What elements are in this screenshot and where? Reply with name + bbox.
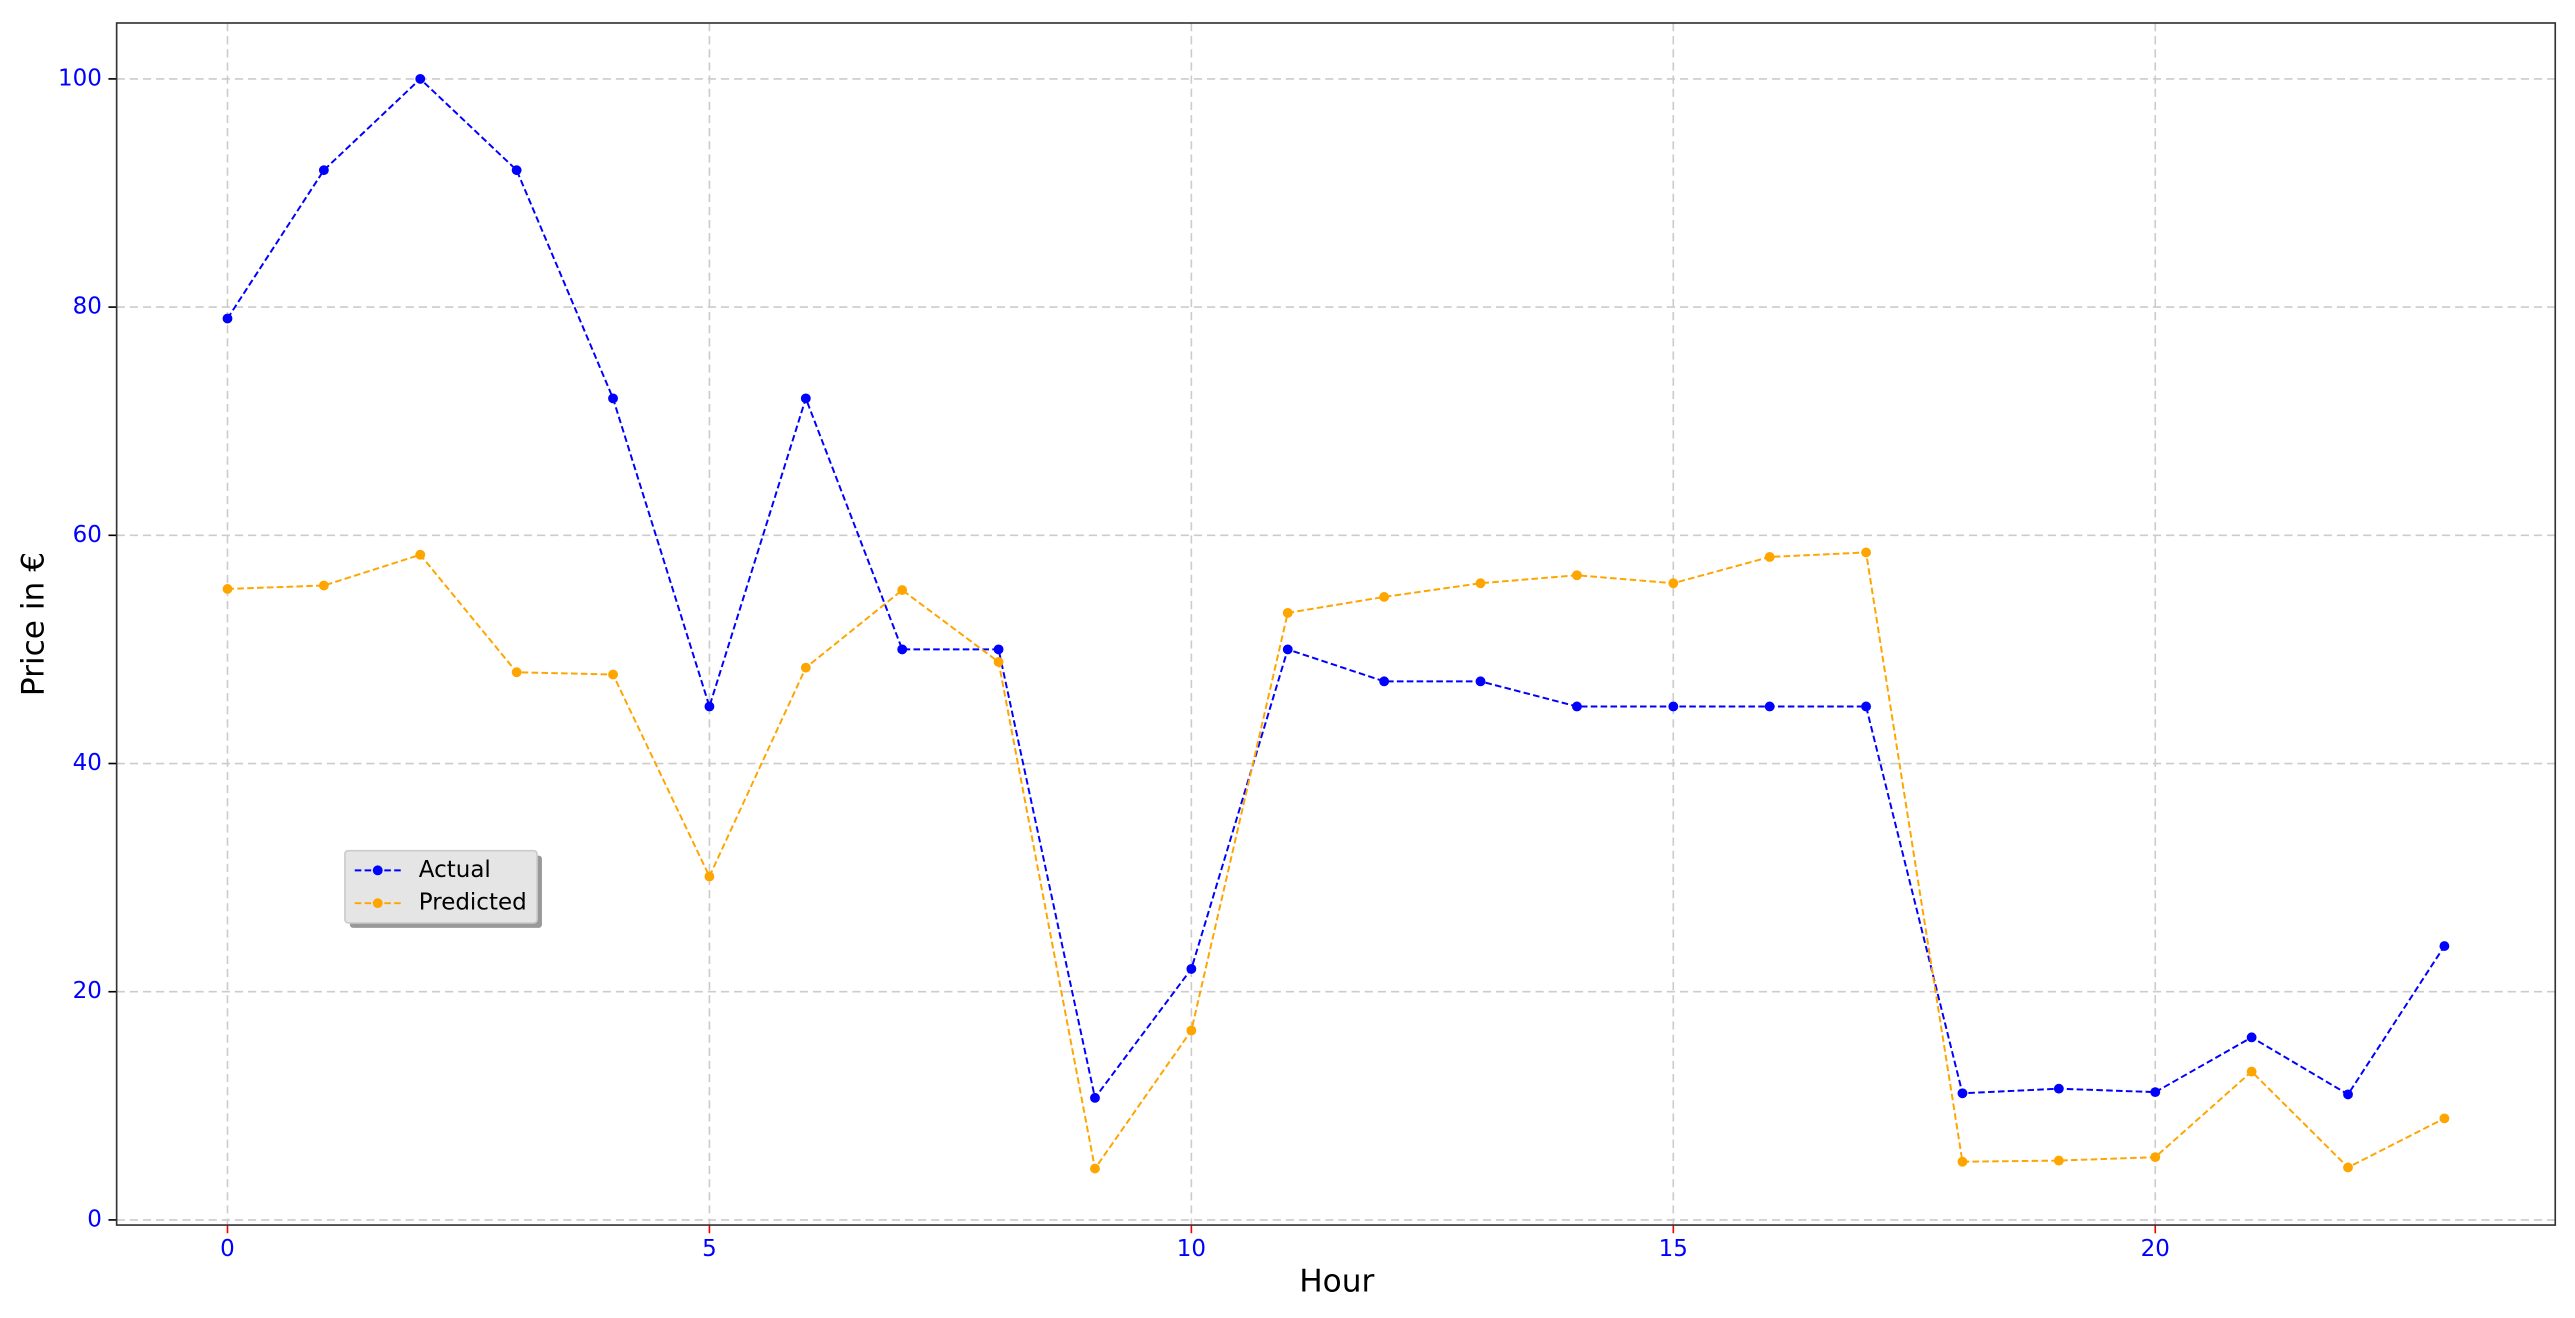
legend-marker xyxy=(372,898,383,909)
y-axis-label: Price in € xyxy=(16,552,52,696)
point xyxy=(993,644,1004,655)
point xyxy=(318,580,329,591)
legend-label: Actual xyxy=(419,857,491,883)
point xyxy=(415,549,426,560)
legend-marker xyxy=(372,865,383,876)
point xyxy=(1186,1025,1197,1036)
point xyxy=(1957,1088,1968,1099)
point xyxy=(2343,1162,2353,1173)
y-tick-label: 80 xyxy=(73,294,102,320)
point xyxy=(704,871,715,882)
point xyxy=(2150,1087,2161,1098)
point xyxy=(1571,701,1582,712)
point xyxy=(608,669,618,680)
point xyxy=(1668,578,1679,589)
point xyxy=(1475,578,1486,589)
legend-box xyxy=(344,849,538,924)
plot-frame xyxy=(115,22,2557,1226)
point xyxy=(1475,676,1486,687)
point xyxy=(2053,1155,2064,1166)
y-tick-label: 0 xyxy=(87,1206,102,1232)
x-tick-label: 5 xyxy=(702,1236,717,1262)
point xyxy=(1090,1163,1100,1174)
x-axis-label: Hour xyxy=(1299,1264,1374,1300)
point xyxy=(1861,701,1872,712)
point xyxy=(704,701,715,712)
y-tick-label: 60 xyxy=(73,522,102,548)
point xyxy=(1186,963,1197,974)
point xyxy=(511,667,522,678)
point xyxy=(897,585,908,596)
point xyxy=(415,73,426,84)
point xyxy=(1379,676,1390,687)
point xyxy=(1861,547,1872,558)
point xyxy=(2439,1113,2450,1124)
series-line xyxy=(227,551,2445,1172)
point xyxy=(2053,1083,2064,1094)
legend: Actual Predicted xyxy=(344,849,542,928)
point xyxy=(1668,701,1679,712)
x-tick-label: 20 xyxy=(2141,1236,2170,1262)
point xyxy=(897,644,908,655)
y-tick-label: 40 xyxy=(73,750,102,776)
point xyxy=(1764,701,1775,712)
y-tick-label: 20 xyxy=(73,978,102,1004)
x-tick-label: 0 xyxy=(220,1236,235,1262)
x-tick-label: 15 xyxy=(1659,1236,1688,1262)
point xyxy=(800,393,811,404)
point xyxy=(222,313,233,324)
point xyxy=(608,393,618,404)
point xyxy=(993,657,1004,667)
point xyxy=(2439,941,2450,952)
point xyxy=(2246,1066,2257,1077)
point xyxy=(1090,1092,1100,1103)
point xyxy=(318,165,329,176)
point xyxy=(1379,591,1390,602)
y-tick-label: 100 xyxy=(58,65,102,91)
point xyxy=(800,662,811,673)
point xyxy=(222,584,233,594)
point xyxy=(1764,552,1775,562)
point xyxy=(2150,1152,2161,1163)
legend-label: Predicted xyxy=(419,890,527,916)
point xyxy=(511,165,522,176)
point xyxy=(1282,644,1293,655)
point xyxy=(1957,1156,1968,1167)
point xyxy=(1282,607,1293,618)
point xyxy=(1571,570,1582,581)
point xyxy=(2343,1089,2353,1100)
series-line xyxy=(226,77,2446,1101)
x-tick-label: 10 xyxy=(1177,1236,1206,1262)
point xyxy=(2246,1032,2257,1043)
